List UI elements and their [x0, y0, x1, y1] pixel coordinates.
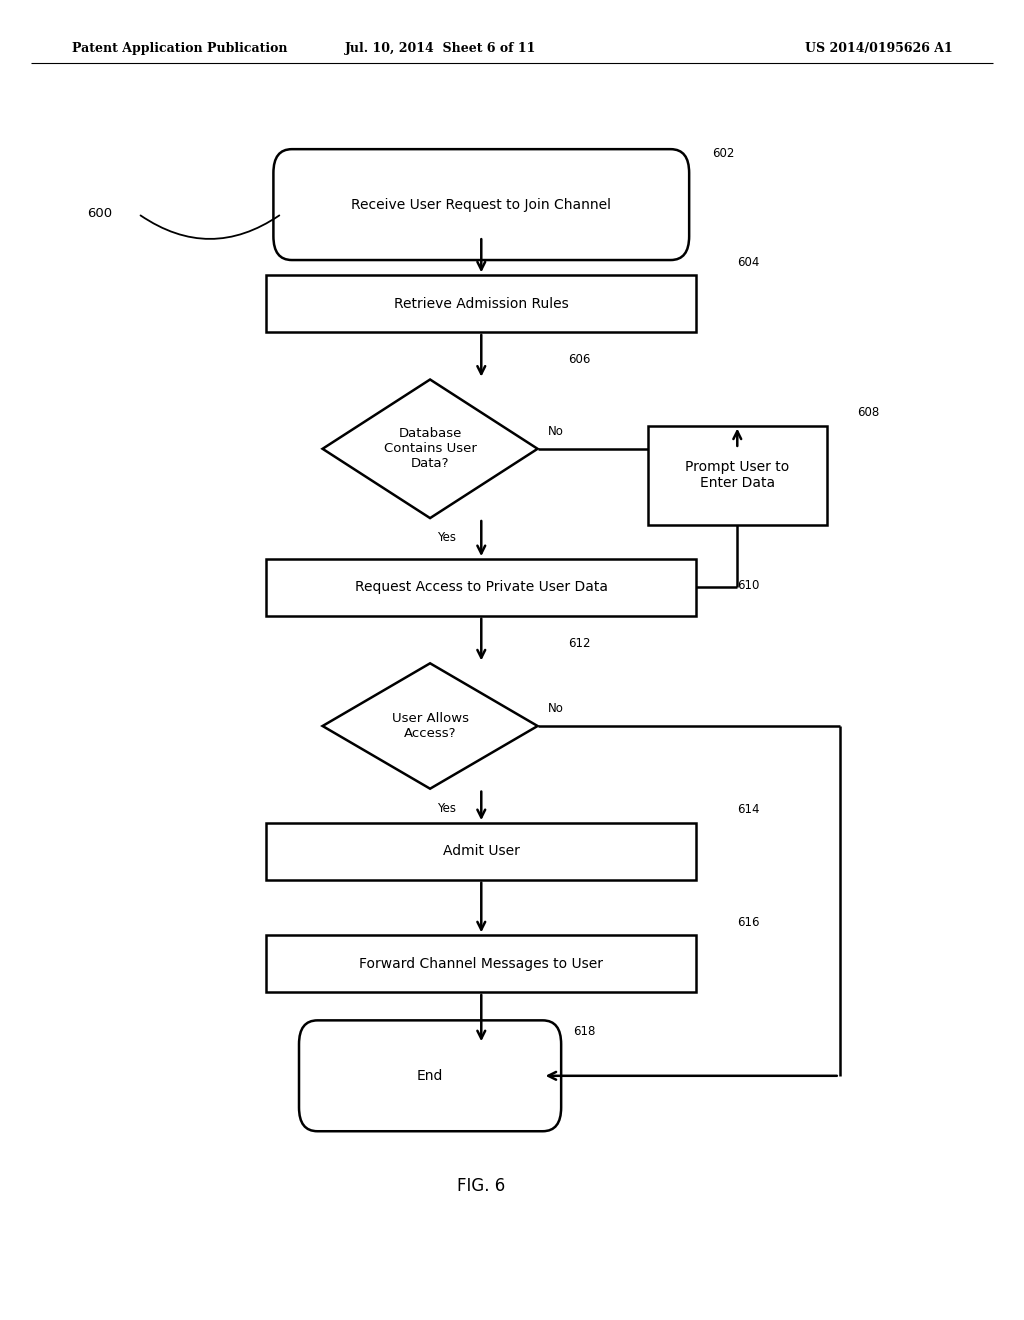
FancyBboxPatch shape	[299, 1020, 561, 1131]
Text: FIG. 6: FIG. 6	[457, 1176, 506, 1195]
Text: 606: 606	[568, 354, 591, 366]
Text: No: No	[548, 425, 564, 438]
Text: US 2014/0195626 A1: US 2014/0195626 A1	[805, 42, 952, 55]
Text: Jul. 10, 2014  Sheet 6 of 11: Jul. 10, 2014 Sheet 6 of 11	[345, 42, 536, 55]
Text: User Allows
Access?: User Allows Access?	[391, 711, 469, 741]
Text: Yes: Yes	[436, 801, 456, 814]
Text: Request Access to Private User Data: Request Access to Private User Data	[354, 581, 608, 594]
Text: Retrieve Admission Rules: Retrieve Admission Rules	[394, 297, 568, 310]
Bar	[266, 275, 696, 331]
Text: 614: 614	[737, 804, 760, 816]
Text: 612: 612	[568, 638, 591, 651]
Polygon shape	[323, 380, 538, 517]
Polygon shape	[323, 663, 538, 788]
Bar	[647, 425, 826, 524]
Text: 602: 602	[712, 147, 734, 160]
Text: 608: 608	[858, 407, 880, 420]
Bar	[266, 935, 696, 993]
Text: Prompt User to
Enter Data: Prompt User to Enter Data	[685, 461, 790, 490]
Text: 616: 616	[737, 916, 760, 929]
Bar	[266, 824, 696, 880]
Text: 604: 604	[737, 256, 760, 269]
Text: End: End	[417, 1069, 443, 1082]
Bar	[266, 558, 696, 615]
Text: Forward Channel Messages to User: Forward Channel Messages to User	[359, 957, 603, 970]
Text: Database
Contains User
Data?: Database Contains User Data?	[384, 428, 476, 470]
Text: 610: 610	[737, 579, 760, 591]
Text: No: No	[548, 702, 564, 715]
Text: 600: 600	[87, 207, 113, 220]
Text: Admit User: Admit User	[442, 845, 520, 858]
FancyBboxPatch shape	[273, 149, 689, 260]
Text: Patent Application Publication: Patent Application Publication	[72, 42, 287, 55]
Text: Yes: Yes	[436, 531, 456, 544]
Text: Receive User Request to Join Channel: Receive User Request to Join Channel	[351, 198, 611, 211]
Text: 618: 618	[573, 1024, 596, 1038]
